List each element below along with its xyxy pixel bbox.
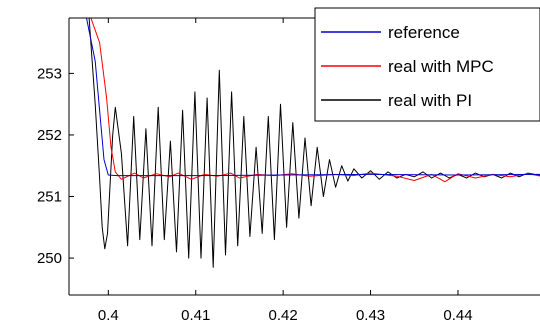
legend-box [314,7,540,122]
x-tick-label: 0.42 [269,307,298,324]
tick-layer: 0.4 0.41 0.42 0.43 0.44 250 251 252 253 [37,18,473,324]
y-tick-label: 251 [37,189,62,206]
y-tick-label: 252 [37,127,62,144]
legend-label-reference: reference [388,23,460,42]
series-line-reference [69,18,540,177]
legend-label-mpc: real with MPC [388,57,494,76]
y-tick-label: 253 [37,65,62,82]
x-tick-label: 0.43 [356,307,385,324]
legend-label-pi: real with PI [388,91,472,110]
series-line-real-with-pi [69,18,540,268]
y-tick-label: 250 [37,250,62,267]
series-layer [69,18,540,268]
legend: reference real with MPC real with PI [314,7,540,122]
x-tick-label: 0.4 [98,307,119,324]
x-tick-label: 0.44 [443,307,472,324]
x-tick-label: 0.41 [181,307,210,324]
